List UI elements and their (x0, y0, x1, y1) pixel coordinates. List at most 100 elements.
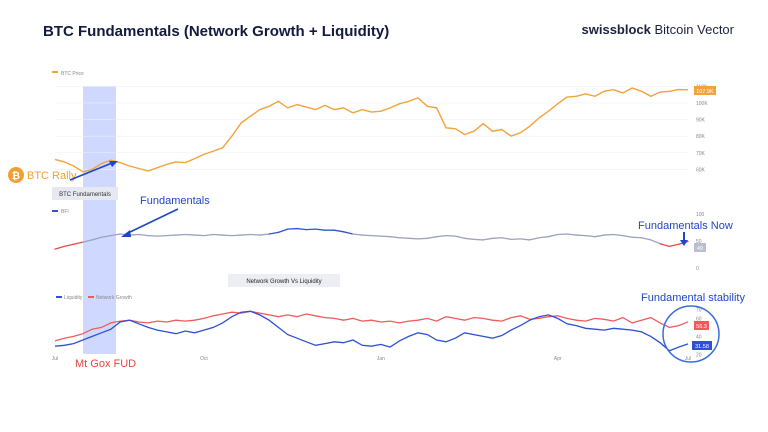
bfi-segment (612, 233, 624, 237)
price-y-tick: 70K (696, 151, 706, 157)
fundamentals-now-label: Fundamentals Now (638, 220, 733, 232)
x-axis-tick: Apr (554, 356, 562, 362)
network-growth-legend-swatch (88, 296, 94, 298)
mt-gox-highlight-band (83, 86, 116, 354)
bfi-segment (370, 234, 382, 237)
bfi-segment (501, 237, 512, 241)
bfi-segment (175, 233, 186, 236)
bfi-segment (650, 239, 661, 245)
bfi-segment (63, 243, 75, 248)
network-growth-last-value: 56.3 (696, 324, 707, 330)
bfi-segment (287, 227, 298, 230)
bfi-segment (594, 234, 605, 238)
page-title: BTC Fundamentals (Network Growth + Liqui… (43, 23, 390, 40)
x-axis-tick: Jan (377, 356, 385, 362)
bfi-segment (100, 234, 112, 238)
bfi-segment (184, 233, 196, 236)
network-liquidity-y-tick: 60 (696, 316, 702, 322)
bitcoin-icon-glyph: ₿ (12, 170, 20, 182)
price-y-tick: 80K (696, 134, 706, 140)
liquidity-series-line (54, 310, 689, 352)
x-axis-tick: Jul (52, 356, 58, 362)
bfi-segment (82, 239, 93, 243)
bfi-segment (249, 233, 261, 236)
fundamental-stability-label: Fundamental stability (641, 292, 745, 304)
bfi-segment (566, 233, 577, 236)
network-liquidity-y-tick: 20 (696, 352, 702, 358)
bfi-segment (463, 237, 475, 241)
bfi-segment (277, 228, 289, 234)
price-y-tick: 60K (696, 167, 706, 173)
fundamentals-panel-title: BTC Fundamentals (59, 192, 111, 198)
bfi-segment (221, 234, 233, 237)
price-legend-label: BTC Price (61, 71, 84, 77)
fundamentals-label: Fundamentals (140, 195, 210, 207)
bfi-segment (538, 236, 550, 239)
bfi-segment (575, 234, 587, 237)
network-liquidity-title-box (228, 274, 340, 287)
bfi-legend-label: BFI (61, 209, 69, 215)
fundamental-stability-circle (662, 305, 720, 363)
network-liquidity-y-tick: 70 (696, 307, 702, 313)
bfi-y-tick: 100 (696, 212, 705, 218)
bfi-segment (259, 233, 270, 236)
bfi-segment (72, 241, 84, 245)
brand-name: swissblock (581, 22, 651, 37)
bfi-segment (584, 234, 596, 238)
bfi-segment (557, 233, 568, 236)
bfi-segment (380, 235, 391, 238)
fundamentals-panel-title-box (52, 187, 118, 200)
bfi-segment (240, 233, 252, 236)
price-last-value-badge (694, 86, 716, 95)
price-legend-swatch (52, 71, 58, 73)
x-axis-labels: Jul Oct Jan Apr Jul (52, 356, 691, 362)
bitcoin-icon (8, 167, 24, 183)
bfi-segment (91, 236, 103, 241)
bfi-segment (482, 237, 494, 241)
bfi-segment (296, 227, 307, 231)
bfi-segment (529, 237, 540, 241)
bfi-y-tick: 0 (696, 266, 699, 272)
liquidity-last-value: 31.58 (695, 344, 709, 350)
x-axis-tick: Oct (200, 356, 208, 362)
bfi-series-line (54, 227, 689, 250)
bfi-segment (212, 233, 224, 236)
bfi-last-value: 49 (697, 246, 703, 252)
bfi-segment (510, 238, 522, 241)
bfi-segment (603, 233, 615, 236)
price-panel: 110K100K90K80K70K60K BTC Price 107.9K (52, 71, 716, 173)
bfi-segment (473, 238, 484, 241)
bfi-segment (389, 236, 401, 239)
bfi-segment (622, 234, 633, 238)
bfi-segment (333, 229, 345, 233)
fundamentals-arrow (127, 208, 179, 234)
bfi-segment (203, 233, 214, 237)
bfi-legend-swatch (52, 210, 58, 212)
bfi-segment (156, 234, 168, 237)
price-y-ticks: 110K100K90K80K70K60K (696, 84, 708, 173)
fundamentals-annotation: Fundamentals (121, 195, 210, 237)
bfi-segment (231, 234, 242, 237)
bfi-segment (426, 236, 438, 239)
bfi-last-value-badge (694, 243, 706, 252)
bfi-segment (640, 237, 652, 241)
network-growth-legend-label: Network Growth (96, 295, 132, 301)
fundamentals-now-arrowhead (680, 240, 688, 246)
btc-rally-arrowhead (109, 161, 118, 167)
bfi-y-tick: 50 (696, 239, 702, 245)
btc-rally-annotation: ₿ BTC Rally (8, 161, 118, 183)
network-liquidity-y-tick: 40 (696, 334, 702, 340)
bfi-segment (659, 243, 671, 248)
bfi-segment (166, 234, 177, 237)
bfi-segment (54, 245, 65, 250)
bfi-segment (110, 233, 121, 237)
bfi-segment (342, 231, 354, 235)
bfi-segment (408, 237, 419, 240)
fundamentals-arrowhead (121, 230, 131, 237)
bfi-segment (454, 235, 466, 239)
bfi-segment (519, 238, 531, 241)
bfi-segment (128, 233, 140, 236)
bfi-segment (398, 237, 410, 239)
bfi-segment (314, 228, 326, 231)
